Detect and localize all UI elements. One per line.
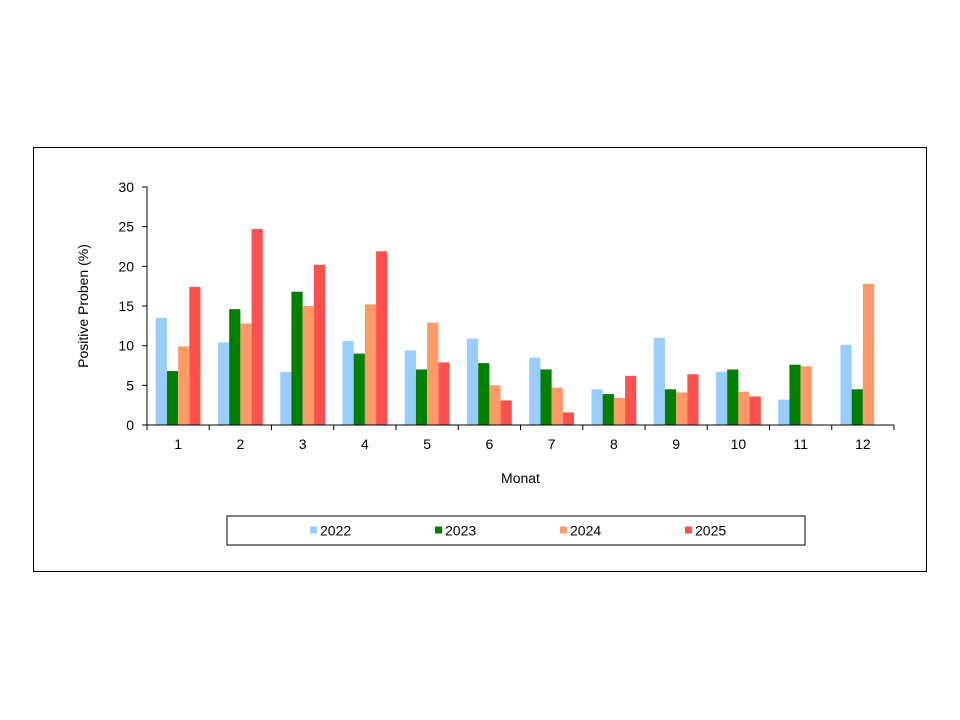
y-tick-label-15: 15 (118, 298, 134, 314)
bar-2022-month-5 (404, 350, 416, 425)
bar-2024-month-3 (302, 306, 314, 425)
bar-2023-month-1 (166, 371, 179, 425)
bar-2022-month-8 (591, 389, 603, 425)
bar-2024-month-9 (676, 392, 688, 425)
x-tick-label-10: 10 (731, 436, 747, 452)
bar-2023-month-3 (291, 291, 303, 425)
bar-2023-month-5 (415, 369, 428, 425)
x-tick-label-7: 7 (548, 436, 556, 452)
x-tick-label-6: 6 (485, 436, 493, 452)
legend-label-2025: 2025 (695, 523, 726, 539)
legend-box (226, 515, 806, 546)
bar-2023-month-11 (789, 364, 801, 425)
y-tick-label-0: 0 (126, 417, 134, 433)
bars-group (155, 229, 875, 425)
bar-2025-month-7 (562, 412, 575, 425)
bar-2025-month-9 (687, 374, 699, 425)
x-tick-label-1: 1 (174, 436, 182, 452)
x-axis-label: Monat (501, 470, 540, 486)
bar-2024-month-11 (800, 366, 812, 425)
bar-2023-month-4 (353, 353, 365, 425)
bar-2023-month-7 (540, 369, 552, 425)
x-ticks-group: 1 2 3 4 5 6 7 8 9 10 11 12 (146, 425, 895, 452)
legend-swatch-2022 (310, 526, 317, 534)
y-tick-label-30: 30 (118, 179, 134, 195)
bar-2024-month-8 (613, 398, 626, 425)
chart-frame: 0 5 10 15 20 25 30 1 2 3 4 5 6 7 8 9 10 11 12 Monat Posit… (33, 147, 927, 572)
legend-label-2022: 2022 (320, 523, 351, 539)
y-tick-label-25: 25 (118, 219, 134, 235)
bar-2022-month-7 (529, 357, 541, 425)
y-ticks-group: 0 5 10 15 20 25 30 (118, 179, 147, 433)
bar-2025-month-5 (438, 362, 450, 425)
bar-2024-month-1 (178, 346, 190, 425)
bar-2024-month-10 (738, 391, 750, 425)
bar-2023-month-10 (727, 369, 739, 425)
bar-2022-month-10 (715, 371, 728, 425)
bar-2024-month-7 (551, 387, 563, 425)
bar-2023-month-12 (851, 389, 863, 425)
y-tick-label-5: 5 (126, 377, 134, 393)
legend: 2022 2023 2024 2025 (226, 515, 806, 546)
bar-2024-month-12 (862, 283, 875, 425)
x-tick-label-5: 5 (423, 436, 431, 452)
bar-2023-month-2 (229, 309, 241, 425)
x-tick-label-3: 3 (299, 436, 307, 452)
bar-2025-month-10 (749, 396, 761, 425)
bar-2025-month-1 (189, 286, 201, 425)
bar-2022-month-9 (653, 337, 665, 425)
x-tick-label-8: 8 (610, 436, 618, 452)
bar-2025-month-4 (376, 251, 388, 425)
bar-2022-month-6 (466, 338, 479, 425)
bar-2024-month-2 (240, 323, 252, 425)
bar-2025-month-2 (251, 229, 263, 425)
legend-swatch-2024 (560, 526, 567, 534)
legend-swatch-2025 (685, 526, 692, 534)
bar-2022-month-11 (778, 399, 790, 425)
bar-2025-month-6 (500, 400, 512, 425)
bar-2022-month-12 (840, 344, 852, 425)
y-axis-label: Positive Proben (%) (75, 244, 91, 368)
x-tick-label-9: 9 (672, 436, 680, 452)
bar-2024-month-6 (489, 385, 501, 425)
bar-2024-month-4 (364, 304, 377, 425)
bar-2023-month-9 (664, 389, 677, 425)
bar-2023-month-6 (478, 363, 490, 425)
x-tick-label-11: 11 (793, 436, 808, 452)
bar-2022-month-4 (342, 340, 354, 425)
legend-label-2024: 2024 (570, 523, 601, 539)
legend-swatch-2023 (435, 526, 442, 534)
bar-2022-month-2 (217, 342, 230, 425)
bar-2022-month-1 (155, 317, 167, 425)
y-tick-label-20: 20 (118, 258, 134, 274)
bar-2023-month-8 (602, 394, 614, 425)
bar-2025-month-3 (313, 264, 326, 425)
bar-2024-month-5 (427, 322, 439, 425)
x-tick-label-4: 4 (361, 436, 369, 452)
y-tick-label-10: 10 (118, 338, 134, 354)
x-tick-label-2: 2 (236, 436, 244, 452)
bar-2025-month-8 (625, 375, 637, 425)
legend-label-2023: 2023 (445, 523, 476, 539)
bar-2022-month-3 (280, 371, 292, 425)
x-tick-label-12: 12 (855, 436, 871, 452)
